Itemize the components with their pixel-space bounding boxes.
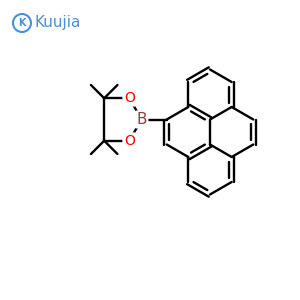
Text: B: B	[136, 112, 147, 127]
Text: K: K	[18, 18, 26, 28]
Text: O: O	[124, 134, 135, 148]
Text: Kuujia: Kuujia	[35, 16, 81, 31]
Text: O: O	[124, 91, 135, 105]
